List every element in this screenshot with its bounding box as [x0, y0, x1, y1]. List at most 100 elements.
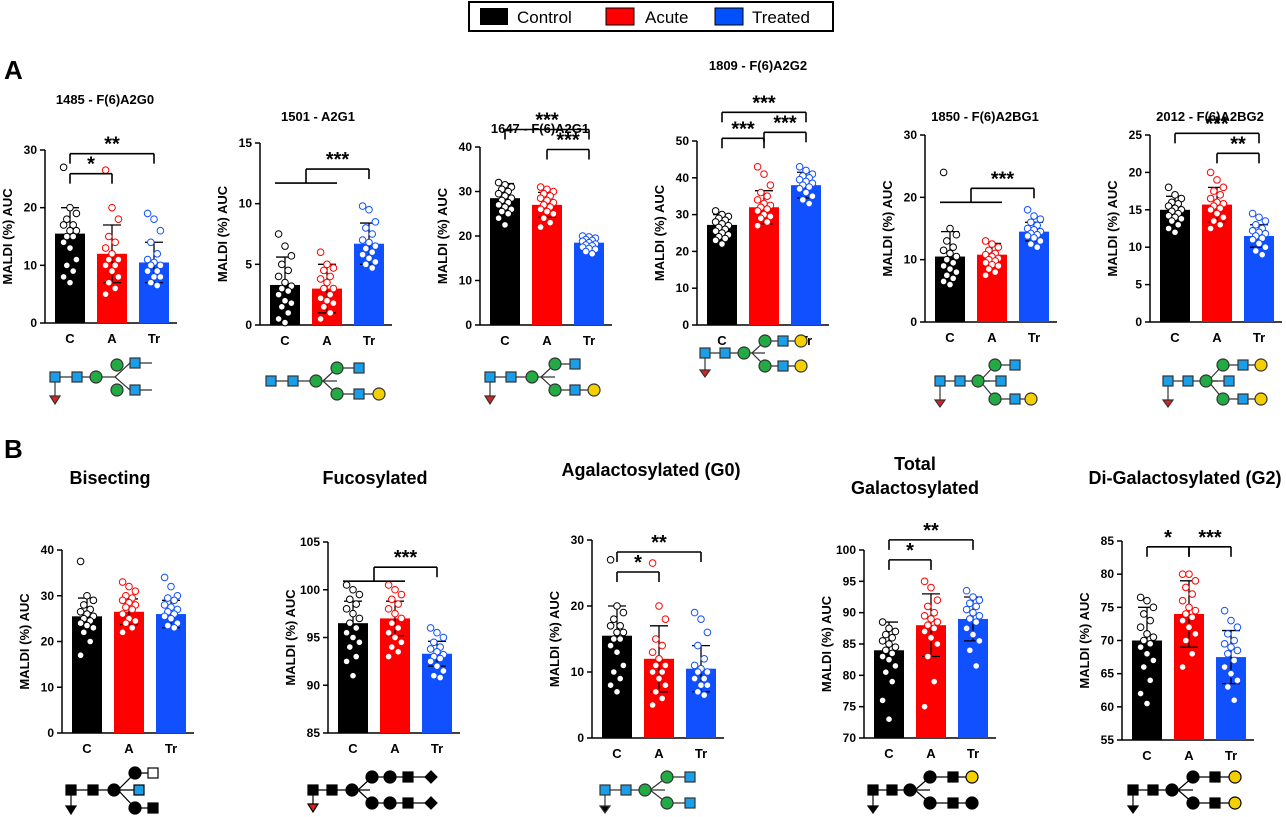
- data-point: [882, 668, 890, 677]
- y-tick-label: 0: [577, 731, 584, 745]
- data-point: [930, 608, 939, 617]
- data-point: [426, 645, 435, 653]
- data-point: [700, 674, 709, 683]
- data-point: [795, 162, 804, 171]
- x-tick-label: Tr: [1225, 748, 1237, 763]
- data-point: [975, 637, 984, 645]
- legend-swatch-treated: [714, 7, 744, 26]
- data-point: [805, 183, 814, 191]
- data-point: [160, 573, 169, 582]
- data-point: [975, 596, 984, 604]
- data-point: [368, 230, 377, 238]
- data-point: [718, 240, 726, 248]
- data-point: [766, 181, 775, 189]
- data-point: [278, 260, 286, 269]
- data-point: [927, 583, 935, 592]
- data-point: [391, 585, 399, 594]
- data-point: [549, 209, 558, 218]
- data-point: [536, 205, 545, 214]
- data-point: [160, 612, 169, 621]
- data-point: [63, 215, 71, 223]
- data-point: [885, 655, 893, 664]
- data-point: [1227, 643, 1235, 651]
- chart-1: 1501 - A2G1 0 5 10 15 MALDI (%) AUC C A Tr ***: [215, 109, 392, 348]
- x-tick-label: A: [390, 741, 400, 756]
- data-point: [690, 674, 699, 683]
- data-point: [439, 633, 448, 642]
- data-point: [1248, 209, 1257, 218]
- bar: [490, 198, 520, 325]
- data-point: [943, 271, 951, 280]
- data-point: [355, 590, 364, 599]
- chart-9: Total Galactosylated 70 75 80 85 90 95 100 MALDI …: [819, 454, 996, 761]
- data-point: [170, 623, 178, 632]
- chart-7: Fucosylated 85 90 95 100 105 MALDI (%) AUC C A Tr…: [283, 468, 460, 756]
- significance-label: ***: [773, 112, 797, 134]
- glycan-1850-icon: [933, 358, 1038, 409]
- data-point: [281, 278, 289, 287]
- y-tick-label: 30: [41, 589, 55, 603]
- data-point: [694, 688, 702, 696]
- y-axis-label: MALDI (%) AUC: [880, 180, 895, 277]
- data-point: [920, 612, 929, 620]
- data-point: [1146, 640, 1154, 648]
- data-point: [753, 207, 762, 215]
- data-point: [72, 255, 81, 264]
- data-point: [802, 188, 810, 197]
- x-tick-label: A: [654, 746, 664, 761]
- data-point: [1206, 194, 1215, 203]
- data-point: [391, 633, 399, 642]
- chart-title: 1850 - F(6)A2BG1: [931, 109, 1039, 124]
- data-point: [1191, 606, 1200, 615]
- data-point: [1136, 689, 1145, 698]
- data-point: [355, 614, 364, 623]
- bar: [114, 611, 144, 733]
- bar: [532, 204, 562, 325]
- data-point: [536, 223, 545, 231]
- data-point: [388, 619, 396, 627]
- data-point: [365, 254, 373, 263]
- data-point: [131, 617, 140, 625]
- data-point: [281, 296, 289, 305]
- y-tick-label: 40: [676, 171, 690, 185]
- data-point: [1224, 630, 1232, 638]
- data-point: [384, 605, 393, 613]
- data-point: [358, 202, 367, 210]
- data-point: [349, 633, 357, 642]
- data-point: [1027, 240, 1035, 248]
- data-point: [1185, 623, 1193, 632]
- data-point: [69, 221, 77, 229]
- x-tick-label: C: [612, 746, 622, 761]
- data-point: [610, 615, 618, 624]
- significance-label: *: [87, 154, 95, 176]
- data-point: [949, 243, 958, 251]
- data-point: [1185, 603, 1193, 612]
- y-axis-label: MALDI (%) AUC: [1105, 180, 1120, 277]
- data-point: [969, 593, 977, 601]
- y-tick-label: 30: [571, 533, 585, 547]
- data-point: [1174, 220, 1182, 229]
- y-tick-label: 20: [904, 190, 918, 204]
- y-axis-label: MALDI (%) AUC: [17, 593, 32, 690]
- data-point: [153, 267, 161, 275]
- legend-swatch-control: [480, 8, 508, 25]
- data-point: [1258, 250, 1266, 259]
- data-point: [1220, 663, 1229, 671]
- y-tick-label: 100: [836, 543, 856, 557]
- data-point: [536, 183, 545, 191]
- data-point: [362, 224, 370, 232]
- y-tick-label: 40: [459, 140, 473, 154]
- data-point: [118, 628, 127, 637]
- data-point: [1230, 636, 1238, 645]
- data-point: [536, 194, 545, 202]
- data-point: [885, 640, 893, 648]
- data-point: [927, 615, 935, 623]
- significance-label: *: [1164, 527, 1172, 549]
- y-tick-label: 105: [300, 535, 320, 549]
- data-point: [613, 628, 621, 637]
- data-point: [991, 268, 1000, 276]
- data-point: [108, 250, 116, 258]
- data-point: [939, 246, 948, 255]
- x-tick-label: A: [1212, 330, 1222, 345]
- data-point: [882, 646, 890, 655]
